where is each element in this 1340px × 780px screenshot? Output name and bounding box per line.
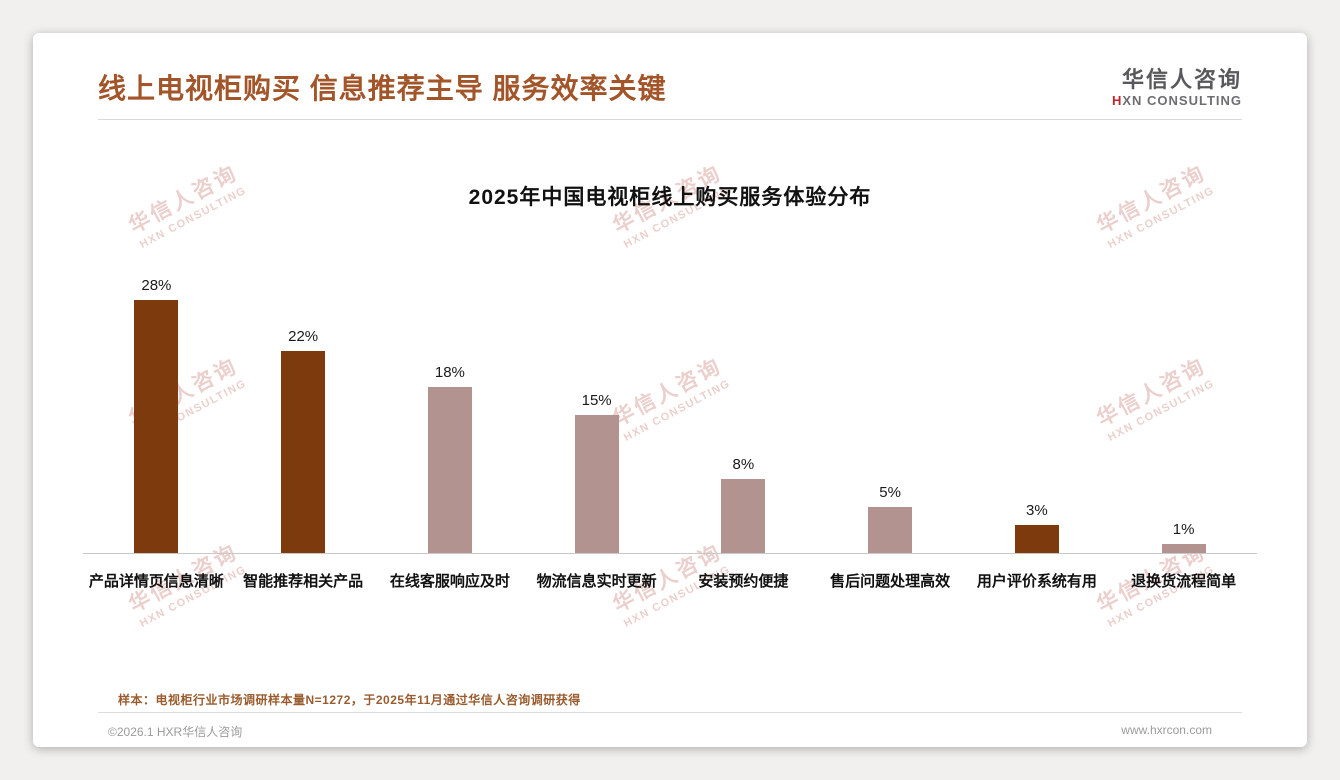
bar-value-label: 22%: [288, 327, 319, 345]
bar: [1014, 525, 1059, 553]
bar-column: 22%: [230, 277, 377, 553]
bar-column: 15%: [523, 277, 670, 553]
bar-column: 28%: [83, 277, 230, 553]
x-axis-label: 在线客服响应及时: [389, 573, 510, 590]
company-logo: 华信人咨询 HXN CONSULTING: [1112, 67, 1242, 109]
page-title: 线上电视柜购买 信息推荐主导 服务效率关键: [98, 73, 667, 104]
bar-column: 8%: [670, 277, 817, 553]
x-axis-label: 智能推荐相关产品: [243, 573, 364, 590]
x-axis-line: [83, 553, 1257, 554]
chart-plot-area: 28% 22% 18% 15% 8% 5% 3% 1%: [83, 277, 1257, 553]
header-divider: [98, 119, 1242, 120]
x-axis-label: 产品详情页信息清晰: [88, 573, 224, 590]
bar-column: 3%: [964, 277, 1111, 553]
bar-value-label: 3%: [1026, 502, 1048, 520]
slide-card: 华信人咨询 HXN CONSULTING 华信人咨询 HXN CONSULTING 华信…: [33, 33, 1307, 747]
bar: [134, 300, 179, 553]
bar: [1161, 543, 1206, 553]
x-axis-label: 物流信息实时更新: [536, 573, 657, 590]
bar-value-label: 28%: [141, 277, 172, 294]
bar: [721, 479, 766, 553]
website-url: www.hxrcon.com: [1121, 723, 1212, 737]
logo-en-rest: XN CONSULTING: [1122, 93, 1242, 109]
sample-footnote: 样本：电视柜行业市场调研样本量N=1272，于2025年11月通过华信人咨询调研…: [118, 693, 581, 707]
copyright-text: ©2026.1 HXR华信人咨询: [108, 725, 243, 739]
bar: [427, 387, 472, 553]
bar-column: 5%: [817, 277, 964, 553]
bar-value-label: 1%: [1172, 520, 1195, 538]
bar-value-label: 5%: [879, 484, 901, 501]
x-axis-labels: 产品详情页信息清晰 智能推荐相关产品 在线客服响应及时 物流信息实时更新 安装预约便捷 售…: [83, 554, 1257, 591]
bar-column: 1%: [1110, 277, 1257, 553]
bar-column: 18%: [377, 277, 524, 553]
logo-en-accent-letter: H: [1111, 93, 1123, 109]
bar: [574, 415, 619, 553]
x-axis-label: 安装预约便捷: [698, 573, 789, 590]
bar: [868, 507, 913, 553]
logo-english-name: HXN CONSULTING: [1111, 93, 1242, 109]
bar-value-label: 8%: [732, 456, 755, 474]
bar-chart: 28% 22% 18% 15% 8% 5% 3% 1% 产品详情页信息清晰 智能推荐相关产品 在线…: [83, 277, 1257, 591]
logo-chinese-name: 华信人咨询: [1121, 67, 1242, 92]
bar: [281, 350, 326, 553]
bar-value-label: 15%: [581, 392, 612, 409]
slide-content: 线上电视柜购买 信息推荐主导 服务效率关键 华信人咨询 HXN CONSULTI…: [33, 33, 1307, 747]
footer: ©2026.1 HXR华信人咨询 www.hxrcon.com: [98, 712, 1242, 740]
x-axis-label: 退换货流程简单: [1131, 573, 1237, 590]
header: 线上电视柜购买 信息推荐主导 服务效率关键 华信人咨询 HXN CONSULTI…: [98, 67, 1242, 109]
x-axis-label: 用户评价系统有用: [976, 573, 1097, 590]
chart-title: 2025年中国电视柜线上购买服务体验分布: [468, 186, 872, 209]
x-axis-label: 售后问题处理高效: [830, 573, 951, 590]
bar-value-label: 18%: [434, 364, 465, 382]
